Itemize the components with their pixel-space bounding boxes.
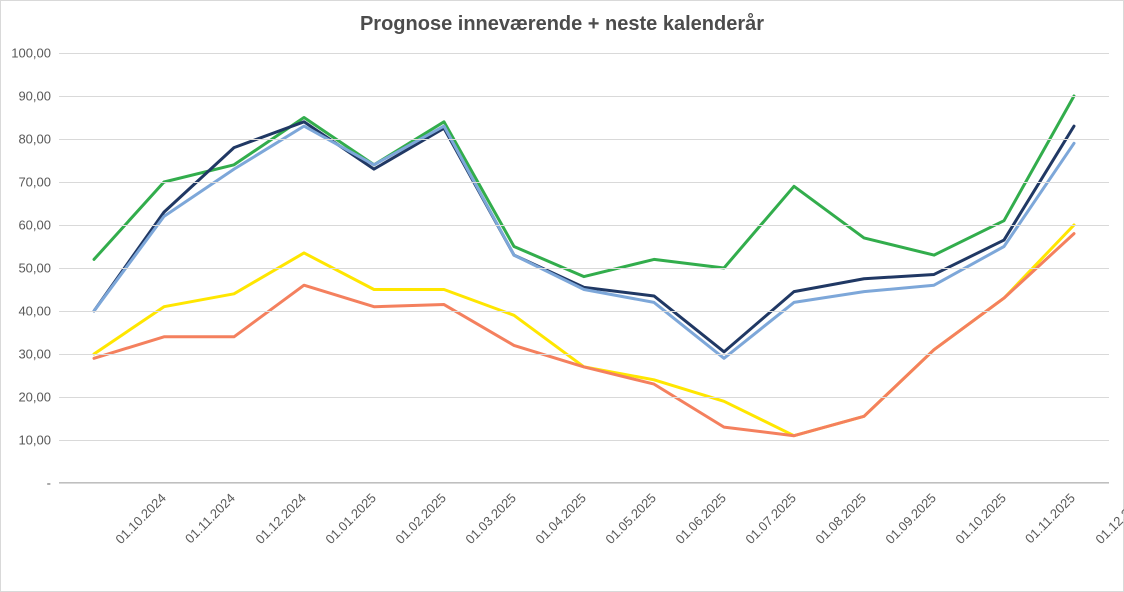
x-axis-tick-label: 01.07.2025 [743,491,798,546]
line-series-dark-blue [94,122,1074,352]
x-axis-tick-label: 01.05.2025 [603,491,658,546]
x-axis-tick-label: 01.11.2025 [1023,491,1078,546]
y-axis-tick-label: 50,00 [1,262,51,275]
x-axis-tick-label: 01.10.2024 [113,491,168,546]
gridline [59,440,1109,441]
x-axis-tick-label: 01.01.2025 [323,491,378,546]
line-series-orange [94,234,1074,436]
gridline [59,53,1109,54]
y-axis-tick-label: 10,00 [1,434,51,447]
gridline [59,96,1109,97]
gridline [59,225,1109,226]
gridline [59,182,1109,183]
x-axis-tick-label: 01.11.2024 [183,491,238,546]
y-axis-tick-label: 100,00 [1,47,51,60]
y-axis-tick-label: 20,00 [1,391,51,404]
x-axis-tick-label: 01.03.2025 [463,491,518,546]
y-axis-tick-label: - [1,477,51,490]
x-axis-tick-label: 01.12.2025 [1093,491,1124,546]
x-axis-tick-label: 01.12.2024 [253,491,308,546]
gridline [59,311,1109,312]
x-axis-tick-label: 01.02.2025 [393,491,448,546]
plot-area [59,53,1109,483]
gridline [59,139,1109,140]
x-axis-tick-label: 01.08.2025 [813,491,868,546]
y-axis-tick-label: 80,00 [1,133,51,146]
y-axis-tick-label: 70,00 [1,176,51,189]
x-axis-tick-label: 01.10.2025 [953,491,1008,546]
y-axis-tick-label: 90,00 [1,90,51,103]
line-series-green [94,96,1074,277]
gridline [59,483,1109,484]
gridline [59,268,1109,269]
y-axis-tick-label: 60,00 [1,219,51,232]
gridline [59,397,1109,398]
gridline [59,354,1109,355]
x-axis-tick-label: 01.09.2025 [883,491,938,546]
chart-container: Prognose inneværende + neste kalenderår … [0,0,1124,592]
y-axis-tick-label: 40,00 [1,305,51,318]
x-axis-tick-label: 01.04.2025 [533,491,588,546]
x-axis-tick-label: 01.06.2025 [673,491,728,546]
chart-title: Prognose inneværende + neste kalenderår [1,13,1123,36]
y-axis-tick-label: 30,00 [1,348,51,361]
x-axis-line [59,482,1109,483]
